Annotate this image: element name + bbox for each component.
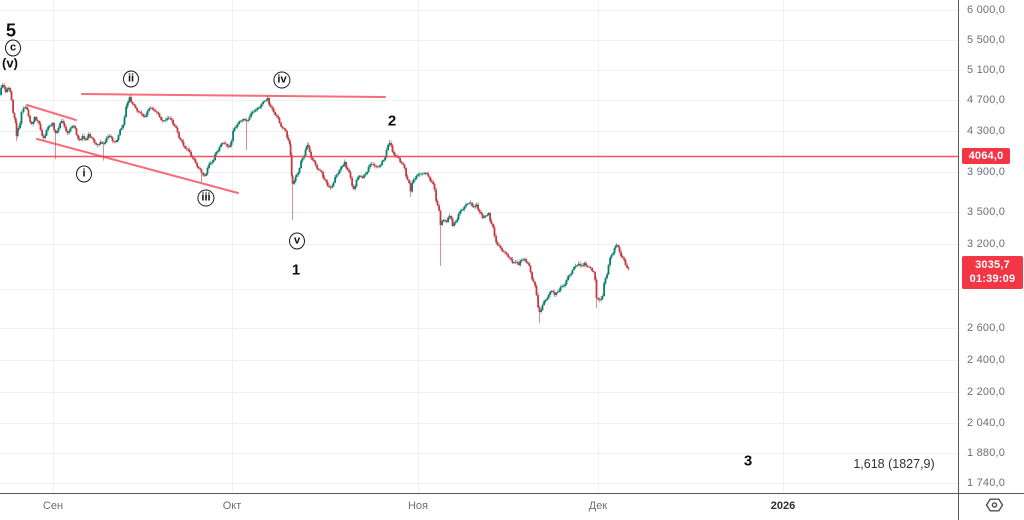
up-wicks xyxy=(0,83,617,314)
price-line-badge: 4064,0 xyxy=(962,148,1010,164)
price-tick-label: 3 900,0 xyxy=(967,166,1006,178)
wave-label-v[interactable]: v xyxy=(289,232,305,250)
price-tick-label: 4 300,0 xyxy=(967,125,1006,137)
fib-extension-label[interactable]: 1,618 (1827,9) xyxy=(853,457,935,471)
hexagon-icon-shape xyxy=(985,498,1004,512)
scale-settings-icon[interactable] xyxy=(985,496,1004,514)
price-tick-label: 5 100,0 xyxy=(967,64,1006,76)
last-price-value: 3035,7 xyxy=(975,259,1010,271)
month-tick-label: Окт xyxy=(222,500,242,512)
down-bodies xyxy=(3,85,630,312)
price-tick-label: 3 500,0 xyxy=(967,206,1006,218)
wave-label-iv[interactable]: iv xyxy=(273,71,291,89)
wave-label-2[interactable]: 2 xyxy=(387,112,397,130)
candlestick-series xyxy=(0,82,630,324)
wave-label-5[interactable]: 5 xyxy=(5,20,17,41)
price-tick-label: 2 600,0 xyxy=(967,322,1006,334)
year-tick-label: 2026 xyxy=(770,500,796,512)
wave-label-ii[interactable]: ii xyxy=(123,70,139,88)
month-tick-label: Сен xyxy=(42,500,64,512)
down-wicks xyxy=(3,82,629,324)
grid xyxy=(0,0,958,493)
drawings xyxy=(0,93,958,194)
price-tick-label: 5 500,0 xyxy=(967,34,1006,46)
up-bodies xyxy=(0,85,618,312)
price-tick-label: 4 700,0 xyxy=(967,94,1006,106)
trendline[interactable] xyxy=(26,104,77,121)
bar-countdown: 01:39:09 xyxy=(969,273,1016,285)
price-tick-label: 3 200,0 xyxy=(967,238,1006,250)
wave-label-3[interactable]: 3 xyxy=(743,452,753,470)
wave-label-c[interactable]: c xyxy=(5,39,21,57)
trendline[interactable] xyxy=(36,138,239,194)
month-tick-label: Дек xyxy=(588,500,608,512)
price-tick-label: 2 400,0 xyxy=(967,354,1006,366)
trendline[interactable] xyxy=(81,93,386,98)
price-tick-label: 1 740,0 xyxy=(967,477,1006,489)
month-tick-label: Ноя xyxy=(407,500,429,512)
price-tick-label: 2 200,0 xyxy=(967,386,1006,398)
price-tick-label: 2 040,0 xyxy=(967,417,1006,429)
wave-label-i[interactable]: i xyxy=(76,165,92,183)
price-tick-label: 1 880,0 xyxy=(967,447,1006,459)
wave-label-v[interactable]: (v) xyxy=(2,55,18,71)
wave-label-iii[interactable]: iii xyxy=(197,189,215,207)
last-price-badge: 3035,7 01:39:09 xyxy=(962,256,1023,289)
hexagon-icon-dot xyxy=(991,502,998,508)
price-tick-label: 6 000,0 xyxy=(967,4,1006,16)
wave-label-1[interactable]: 1 xyxy=(291,261,301,279)
